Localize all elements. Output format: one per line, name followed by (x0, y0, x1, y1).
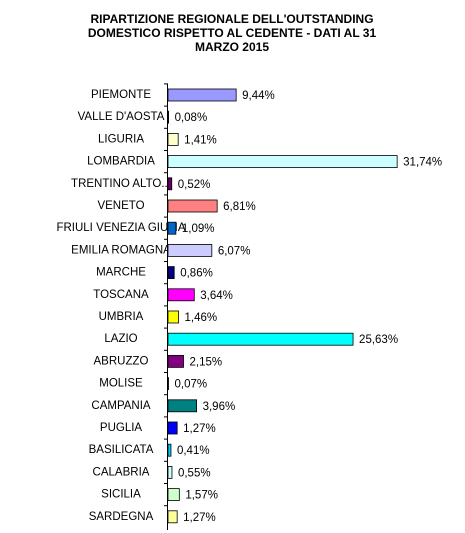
value-label: 1,41% (184, 134, 217, 146)
category-label: LIGURIA (98, 133, 144, 145)
category-label: CALABRIA (93, 466, 150, 478)
category-label: TOSCANA (93, 289, 149, 301)
category-label: VALLE D'AOSTA (78, 111, 165, 123)
bar (167, 110, 169, 124)
bar (167, 288, 195, 302)
value-label: 6,07% (218, 245, 251, 257)
bar (167, 332, 354, 346)
category-label: MOLISE (99, 378, 143, 390)
category-label: PIEMONTE (91, 89, 151, 101)
category-label: TRENTINO ALTO... (71, 178, 171, 190)
category-label: LOMBARDIA (87, 156, 155, 168)
value-label: 0,52% (178, 179, 211, 191)
bar (167, 510, 178, 524)
category-label: SARDEGNA (89, 511, 154, 523)
bar (167, 221, 177, 235)
bar (167, 488, 180, 502)
value-label: 31,74% (403, 157, 442, 169)
bar (167, 399, 197, 413)
value-label: 1,09% (182, 223, 215, 235)
bar (167, 354, 184, 368)
value-label: 0,41% (177, 445, 210, 457)
value-label: 25,63% (359, 334, 398, 346)
value-label: 3,64% (200, 290, 233, 302)
category-label: ABRUZZO (94, 355, 149, 367)
value-label: 6,81% (223, 201, 256, 213)
bar (167, 155, 398, 169)
bar (167, 177, 173, 191)
value-label: 1,57% (185, 490, 218, 502)
value-label: 1,46% (185, 312, 218, 324)
category-label: FRIULI VENEZIA GIULIA (56, 222, 185, 234)
value-label: 1,27% (183, 423, 216, 435)
bar (167, 443, 172, 457)
category-label: CAMPANIA (91, 400, 151, 412)
category-label: UMBRIA (99, 311, 144, 323)
chart-title: RIPARTIZIONE REGIONALE DELL'OUTSTANDING (90, 12, 373, 26)
chart-title: MARZO 2015 (195, 40, 269, 54)
category-label: BASILICATA (89, 444, 154, 456)
bar (167, 465, 173, 479)
value-label: 9,44% (242, 90, 275, 102)
bar (167, 132, 179, 146)
category-label: LAZIO (104, 333, 137, 345)
chart-title: DOMESTICO RISPETTO AL CEDENTE - DATI AL … (88, 26, 377, 40)
bar (167, 199, 218, 213)
value-label: 0,08% (175, 112, 208, 124)
value-label: 1,27% (183, 512, 216, 524)
category-label: PUGLIA (100, 422, 143, 434)
bar (167, 310, 179, 324)
bar (167, 88, 237, 102)
value-label: 3,96% (203, 401, 236, 413)
bar (167, 421, 178, 435)
category-label: MARCHE (96, 267, 146, 279)
value-label: 0,07% (175, 379, 208, 391)
category-label: SICILIA (101, 489, 141, 501)
category-label: EMILIA ROMAGNA (71, 244, 171, 256)
bar (167, 266, 175, 280)
value-label: 2,15% (190, 356, 223, 368)
bar (167, 243, 213, 257)
value-label: 0,55% (178, 467, 211, 479)
category-label: VENETO (97, 200, 144, 212)
bar (167, 377, 169, 391)
value-label: 0,86% (180, 268, 213, 280)
